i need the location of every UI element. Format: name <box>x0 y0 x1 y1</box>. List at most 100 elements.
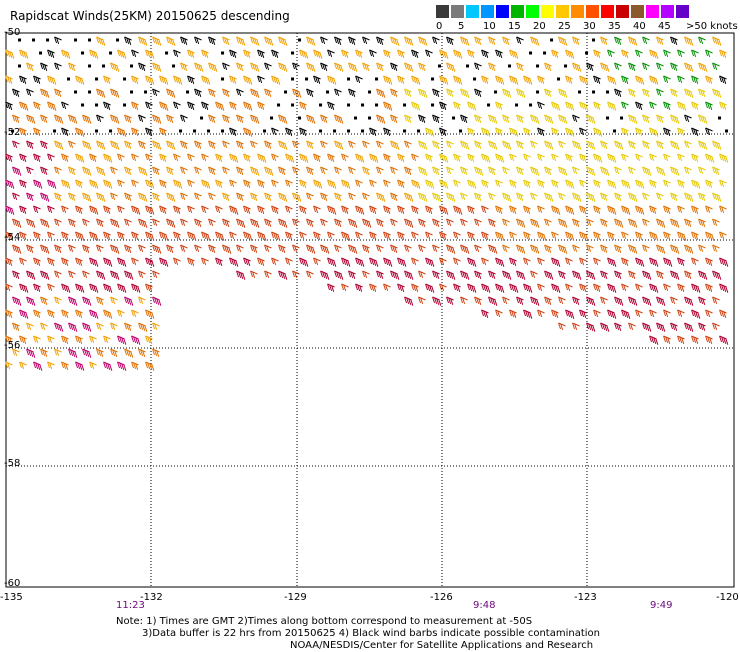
wind-barb <box>285 127 293 136</box>
wind-barb <box>264 244 272 253</box>
wind-barb <box>215 205 223 214</box>
wind-barb <box>117 309 125 318</box>
wind-barb <box>635 101 643 110</box>
wind-barb <box>187 49 195 58</box>
legend-label: 0 <box>436 21 443 32</box>
wind-barb <box>691 257 699 266</box>
wind-barb <box>74 38 78 42</box>
wind-barb <box>5 335 13 344</box>
wind-barb <box>656 244 666 254</box>
wind-barb <box>103 361 113 371</box>
wind-barb <box>712 244 720 253</box>
wind-barb <box>439 231 447 240</box>
wind-barb <box>537 179 545 188</box>
wind-barb <box>313 75 321 84</box>
wind-barb <box>446 166 454 175</box>
wind-barb <box>68 270 76 279</box>
wind-barb <box>628 218 638 228</box>
wind-barb <box>565 179 575 189</box>
wind-barb <box>278 218 288 228</box>
wind-barb <box>579 153 587 162</box>
wind-barb <box>88 90 92 94</box>
wind-barb <box>432 296 442 306</box>
wind-barb <box>656 114 664 123</box>
wind-barb <box>236 270 246 280</box>
wind-barb <box>172 64 176 68</box>
wind-barb <box>208 62 218 72</box>
wind-barb <box>96 218 104 227</box>
wind-barb <box>403 103 407 107</box>
wind-barb <box>33 179 43 189</box>
wind-barb <box>572 36 580 45</box>
wind-barb <box>565 205 575 215</box>
wind-barb <box>180 244 188 253</box>
wind-barb <box>418 166 428 176</box>
wind-barb <box>110 166 118 175</box>
wind-barb <box>236 36 246 46</box>
wind-barb <box>670 244 680 254</box>
wind-barb <box>131 153 139 162</box>
wind-barb <box>684 296 694 306</box>
wind-barb <box>439 179 449 189</box>
wind-barb <box>383 257 393 267</box>
wind-barb <box>593 257 601 266</box>
wind-barb <box>180 36 188 45</box>
wind-barb <box>131 361 139 370</box>
wind-barb <box>453 179 461 188</box>
wind-barb <box>96 270 106 280</box>
wind-barb <box>96 140 106 150</box>
wind-barb <box>719 49 727 58</box>
wind-barb <box>271 75 281 85</box>
wind-barb <box>362 166 370 175</box>
wind-barb <box>75 335 83 344</box>
wind-barb <box>124 270 134 280</box>
wind-barb <box>578 90 582 94</box>
wind-barb <box>656 62 664 71</box>
wind-barb <box>362 270 370 279</box>
wind-barb <box>557 77 561 81</box>
wind-barb <box>712 62 720 71</box>
wind-barb <box>131 335 141 345</box>
wind-barb <box>250 270 258 279</box>
wind-barb <box>19 361 27 370</box>
wind-barb <box>537 205 545 214</box>
wind-barb <box>131 75 139 84</box>
wind-barb <box>40 296 48 305</box>
wind-barb <box>166 88 176 98</box>
wind-barb <box>495 283 505 293</box>
wind-barb <box>593 49 601 58</box>
wind-barb <box>159 179 167 188</box>
wind-barb <box>425 179 435 189</box>
wind-barb <box>292 62 300 71</box>
wind-barb <box>677 101 687 111</box>
wind-barb <box>124 244 132 253</box>
wind-barb <box>712 192 722 202</box>
wind-barb <box>103 231 111 240</box>
wind-barb <box>390 270 400 280</box>
wind-barb <box>656 140 664 149</box>
wind-barb <box>586 244 594 253</box>
wind-barb <box>368 90 372 94</box>
wind-barb <box>544 192 554 202</box>
wind-barb <box>109 129 113 133</box>
wind-barb <box>635 283 643 292</box>
wind-barb <box>12 270 20 279</box>
wind-barb <box>33 75 41 84</box>
wind-barb <box>425 153 433 162</box>
wind-barb <box>516 88 526 98</box>
wind-barb <box>649 127 659 137</box>
wind-barb <box>649 101 657 110</box>
wind-barb <box>565 257 573 266</box>
wind-barb <box>431 103 435 107</box>
wind-barb <box>201 153 209 162</box>
wind-barb <box>691 49 699 58</box>
wind-barb <box>516 296 524 305</box>
wind-barb <box>495 309 503 318</box>
wind-barb <box>138 192 148 202</box>
wind-barb <box>109 51 113 55</box>
wind-barb <box>110 62 120 72</box>
wind-barbs <box>5 36 729 371</box>
wind-barb <box>40 166 48 175</box>
wind-barb <box>411 257 419 266</box>
wind-barb <box>621 257 629 266</box>
